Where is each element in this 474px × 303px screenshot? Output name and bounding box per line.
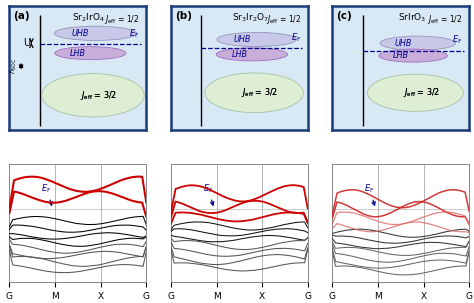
Text: $J_{\rm eff}$ = 1/2: $J_{\rm eff}$ = 1/2 <box>266 13 301 26</box>
Ellipse shape <box>367 74 463 112</box>
Text: $J_{\rm eff}$ = 3/2: $J_{\rm eff}$ = 3/2 <box>403 86 440 99</box>
Text: LHB: LHB <box>231 50 247 59</box>
Text: $J_{\rm eff}$ = 3/2: $J_{\rm eff}$ = 3/2 <box>241 86 278 99</box>
Text: LHB: LHB <box>393 51 409 60</box>
Ellipse shape <box>380 36 456 50</box>
Text: Sr$_2$IrO$_4$: Sr$_2$IrO$_4$ <box>73 11 105 24</box>
Text: LHB: LHB <box>70 49 86 58</box>
Ellipse shape <box>42 74 144 117</box>
Text: UHB: UHB <box>395 39 412 48</box>
Ellipse shape <box>205 73 303 113</box>
Text: $E_{\rm F}$: $E_{\rm F}$ <box>41 182 52 205</box>
Text: $J_{\rm eff}$ = 1/2: $J_{\rm eff}$ = 1/2 <box>104 13 139 26</box>
Ellipse shape <box>216 48 288 61</box>
Text: $\Lambda_{\rm SOC}$: $\Lambda_{\rm SOC}$ <box>9 58 19 74</box>
Ellipse shape <box>217 32 296 47</box>
Text: $E_{\rm F}$: $E_{\rm F}$ <box>129 28 139 40</box>
Text: UHB: UHB <box>233 35 251 44</box>
Ellipse shape <box>55 47 126 60</box>
Text: $J_{\rm eff}$ = 3/2: $J_{\rm eff}$ = 3/2 <box>241 86 278 99</box>
Text: SrIrO$_3$: SrIrO$_3$ <box>398 11 426 24</box>
X-axis label: $k$: $k$ <box>235 302 244 303</box>
Text: $E_{\rm F}$: $E_{\rm F}$ <box>203 182 214 205</box>
Text: (c): (c) <box>337 11 352 21</box>
Text: $J_{\rm eff}$ = 3/2: $J_{\rm eff}$ = 3/2 <box>403 86 440 99</box>
Text: Sr$_3$Ir$_2$O$_7$: Sr$_3$Ir$_2$O$_7$ <box>232 11 269 24</box>
Text: UHB: UHB <box>72 29 89 38</box>
Text: $J_{\rm eff}$ = 1/2: $J_{\rm eff}$ = 1/2 <box>427 13 463 26</box>
Ellipse shape <box>379 49 447 62</box>
Ellipse shape <box>55 26 137 40</box>
Text: $J_{\rm eff}$ = 3/2: $J_{\rm eff}$ = 3/2 <box>80 89 117 102</box>
Text: $E_{\rm F}$: $E_{\rm F}$ <box>452 34 463 46</box>
Text: U: U <box>23 38 30 48</box>
X-axis label: $k$: $k$ <box>74 302 82 303</box>
Text: $E_{\rm F}$: $E_{\rm F}$ <box>365 182 375 205</box>
Text: $J_{\rm eff}$ = 3/2: $J_{\rm eff}$ = 3/2 <box>80 89 117 102</box>
Text: (b): (b) <box>175 11 192 21</box>
X-axis label: $k$: $k$ <box>397 302 405 303</box>
Text: (a): (a) <box>14 11 30 21</box>
Text: $E_{\rm F}$: $E_{\rm F}$ <box>291 31 301 44</box>
